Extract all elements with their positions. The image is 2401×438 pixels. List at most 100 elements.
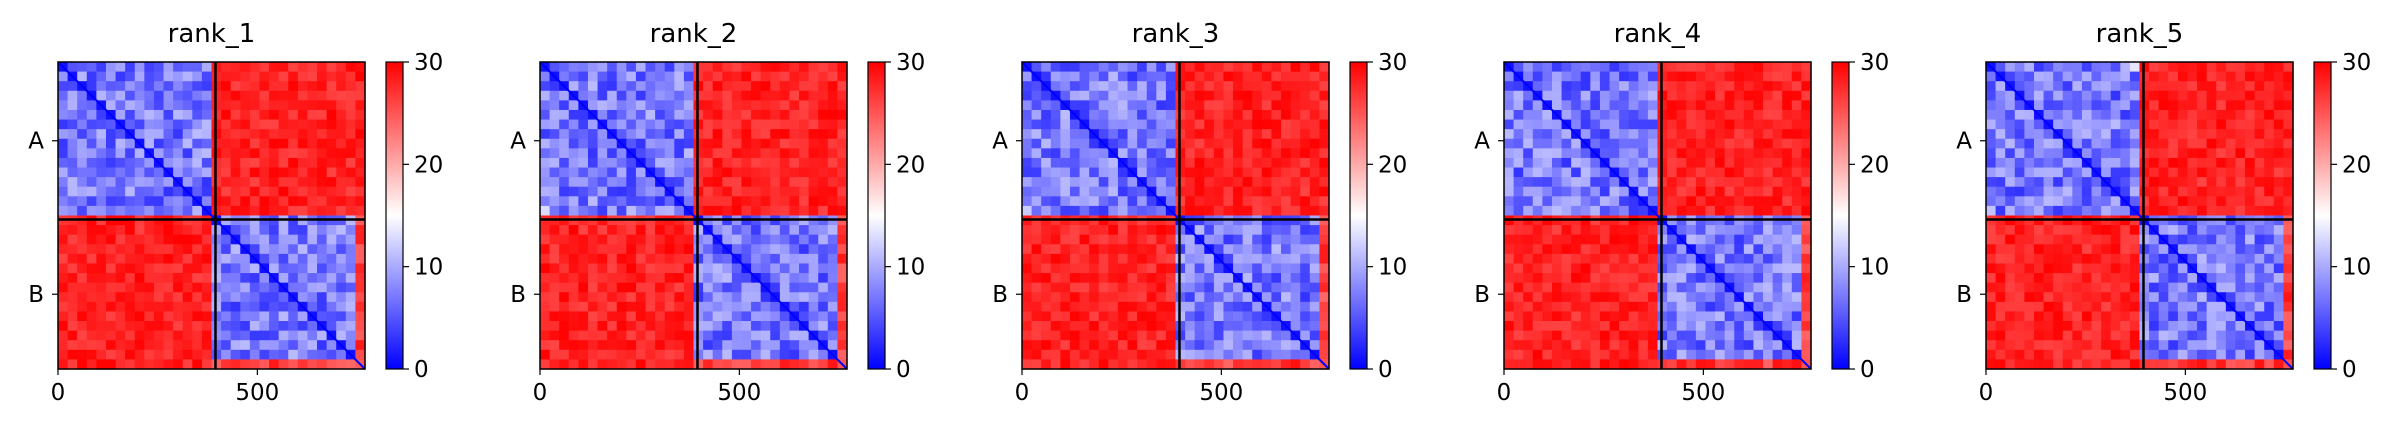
- heatmap-cell: [1165, 253, 1177, 265]
- heatmap-cell: [58, 109, 69, 121]
- heatmap-cell: [1532, 148, 1543, 159]
- heatmap-cell: [1609, 292, 1620, 303]
- heatmap-cell: [2235, 263, 2246, 274]
- heatmap-cell: [288, 321, 299, 332]
- heatmap-cell: [1638, 244, 1649, 255]
- heatmap-cell: [540, 196, 551, 207]
- heatmap-cell: [125, 349, 136, 361]
- heatmap-cell: [607, 196, 618, 207]
- heatmap-cell: [741, 100, 752, 111]
- heatmap-cell: [818, 100, 829, 111]
- heatmap-cell: [827, 205, 839, 217]
- heatmap-cell: [2053, 244, 2064, 255]
- heatmap-cell: [1571, 349, 1582, 361]
- heatmap-cell: [1715, 282, 1726, 293]
- heatmap-cell: [249, 186, 261, 197]
- heatmap-cell: [2254, 273, 2265, 284]
- heatmap-cell: [1571, 253, 1582, 265]
- heatmap-cell: [2033, 129, 2045, 140]
- heatmap-cell: [770, 253, 781, 265]
- heatmap-cell: [741, 177, 752, 188]
- heatmap-cell: [597, 138, 608, 149]
- heatmap-cell: [1204, 292, 1215, 303]
- heatmap-cell: [1146, 167, 1157, 178]
- heatmap-cell: [2235, 196, 2246, 207]
- heatmap-cell: [1233, 138, 1244, 149]
- heatmap-cell: [2101, 62, 2112, 73]
- heatmap-cell: [1098, 321, 1109, 332]
- heatmap-cell: [1156, 81, 1167, 92]
- heatmap-cell: [125, 273, 136, 284]
- heatmap-cell: [307, 62, 318, 73]
- heatmap-cell: [635, 81, 647, 92]
- heatmap-cell: [1743, 311, 1755, 322]
- heatmap-cell: [278, 148, 289, 159]
- heatmap-cell: [1271, 71, 1282, 82]
- heatmap-cell: [96, 167, 107, 178]
- heatmap-cell: [144, 90, 155, 101]
- heatmap-cell: [1504, 263, 1515, 274]
- heatmap-cell: [201, 253, 213, 265]
- heatmap-cell: [144, 71, 155, 82]
- heatmap-cell: [1532, 167, 1543, 178]
- heatmap-cell: [1609, 273, 1620, 284]
- heatmap-cell: [1619, 359, 1630, 370]
- heatmap-cell: [1213, 263, 1225, 274]
- heatmap-cell: [1619, 253, 1630, 265]
- heatmap-cell: [345, 244, 357, 255]
- heatmap-cell: [1580, 301, 1591, 313]
- heatmap-cell: [2245, 90, 2256, 101]
- heatmap-cell: [549, 148, 560, 159]
- heatmap-cell: [1156, 244, 1167, 255]
- heatmap-cell: [578, 119, 589, 130]
- heatmap-cell: [722, 292, 733, 303]
- heatmap-cell: [105, 301, 117, 313]
- heatmap-cell: [1300, 167, 1311, 178]
- heatmap-cell: [1290, 81, 1301, 92]
- heatmap-cell: [587, 71, 599, 82]
- heatmap-cell: [2053, 253, 2064, 265]
- heatmap-cell: [1523, 273, 1534, 284]
- heatmap-cell: [2014, 119, 2025, 130]
- heatmap-cell: [741, 349, 752, 361]
- heatmap-cell: [760, 129, 771, 140]
- heatmap-cell: [2245, 100, 2256, 111]
- heatmap-cell: [134, 157, 145, 169]
- heatmap-cell: [269, 205, 280, 217]
- heatmap-cell: [837, 62, 848, 73]
- heatmap-cell: [2158, 225, 2169, 236]
- heatmap-cell: [731, 340, 743, 351]
- heatmap-cell: [635, 301, 647, 313]
- heatmap-cell: [1156, 273, 1167, 284]
- heatmap-cell: [153, 177, 165, 188]
- heatmap-cell: [221, 138, 232, 149]
- heatmap-cell: [1309, 359, 1321, 370]
- heatmap-cell: [1185, 292, 1196, 303]
- heatmap-cell: [134, 90, 145, 101]
- heatmap-cell: [741, 340, 752, 351]
- heatmap-cell: [58, 129, 69, 140]
- heatmap-cell: [2264, 244, 2275, 255]
- heatmap-cell: [1772, 292, 1783, 303]
- heatmap-cell: [789, 359, 800, 370]
- heatmap-cell: [587, 148, 599, 159]
- heatmap-cell: [1252, 90, 1263, 101]
- heatmap-cell: [1233, 157, 1244, 169]
- heatmap-cell: [2101, 205, 2112, 217]
- heatmap-cell: [1022, 205, 1033, 217]
- heatmap-cell: [2110, 157, 2121, 169]
- heatmap-cell: [1590, 234, 1601, 245]
- heatmap-cell: [731, 157, 743, 169]
- heatmap-cell: [2264, 292, 2275, 303]
- heatmap-cell: [278, 81, 289, 92]
- heatmap-cell: [2110, 167, 2121, 178]
- heatmap-cell: [1724, 81, 1735, 92]
- heatmap-cell: [1532, 186, 1543, 197]
- heatmap-cell: [2101, 148, 2112, 159]
- heatmap-cell: [2235, 253, 2246, 265]
- heatmap-cell: [288, 196, 299, 207]
- heatmap-cell: [1022, 273, 1033, 284]
- heatmap-cell: [2062, 62, 2073, 73]
- heatmap-cell: [1204, 109, 1215, 121]
- heatmap-cell: [336, 321, 347, 332]
